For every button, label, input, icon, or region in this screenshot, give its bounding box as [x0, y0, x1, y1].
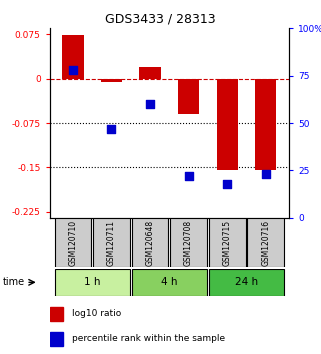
- Bar: [50, 307, 63, 321]
- Bar: [101, 79, 122, 81]
- Bar: [62, 35, 83, 79]
- Text: time: time: [3, 277, 25, 287]
- Bar: [132, 269, 207, 296]
- Point: [225, 181, 230, 187]
- Text: 24 h: 24 h: [235, 277, 258, 287]
- Bar: [55, 269, 130, 296]
- Bar: [50, 332, 63, 346]
- Point: [70, 67, 75, 73]
- Text: GSM120710: GSM120710: [68, 220, 77, 266]
- Point: [147, 101, 152, 107]
- Text: log10 ratio: log10 ratio: [73, 309, 122, 318]
- Bar: [55, 218, 91, 267]
- Point: [109, 126, 114, 132]
- Text: GSM120711: GSM120711: [107, 220, 116, 266]
- Text: GSM120716: GSM120716: [261, 220, 270, 266]
- Bar: [170, 218, 207, 267]
- Point: [186, 173, 191, 179]
- Text: GSM120648: GSM120648: [145, 220, 154, 266]
- Bar: [217, 79, 238, 170]
- Text: percentile rank within the sample: percentile rank within the sample: [73, 334, 226, 343]
- Bar: [247, 218, 284, 267]
- Text: 1 h: 1 h: [84, 277, 100, 287]
- Bar: [209, 269, 284, 296]
- Bar: [93, 218, 130, 267]
- Bar: [132, 218, 168, 267]
- Bar: [255, 79, 276, 170]
- Bar: [209, 218, 246, 267]
- Bar: [139, 67, 160, 79]
- Text: GDS3433 / 28313: GDS3433 / 28313: [105, 12, 216, 25]
- Text: 4 h: 4 h: [161, 277, 178, 287]
- Text: GSM120715: GSM120715: [223, 220, 232, 266]
- Text: GSM120708: GSM120708: [184, 220, 193, 266]
- Point: [263, 171, 268, 177]
- Bar: [178, 79, 199, 114]
